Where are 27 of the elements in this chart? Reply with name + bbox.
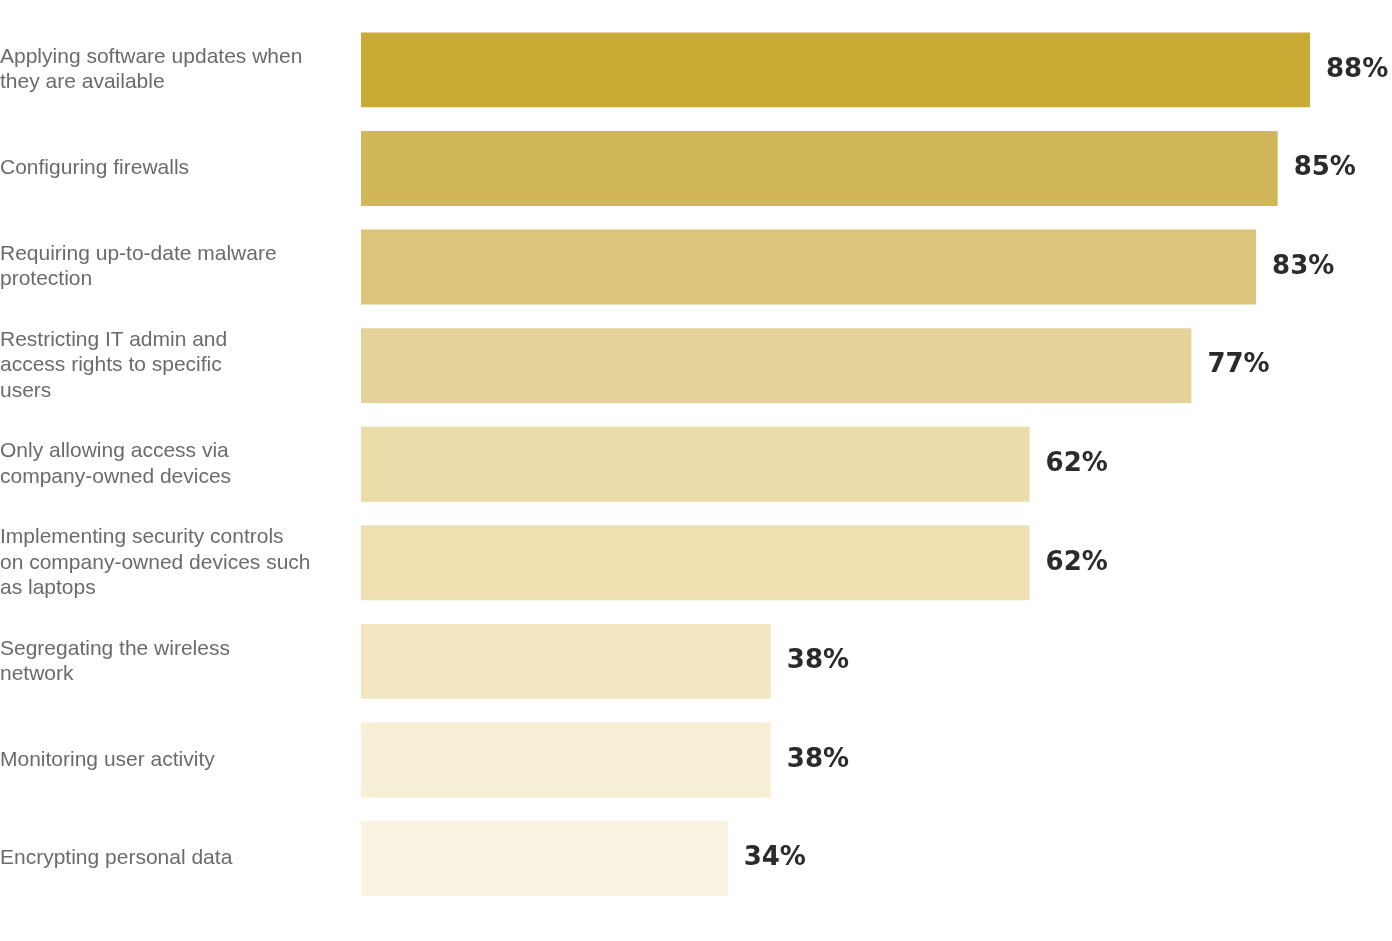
y-tick-label: Segregating the wireless network: [0, 635, 230, 684]
bar: [361, 722, 771, 798]
bar: [361, 328, 1192, 404]
data-label: 62%: [1045, 545, 1108, 576]
bar: [361, 525, 1030, 601]
data-label: 85%: [1293, 151, 1356, 182]
data-label: 38%: [786, 644, 850, 675]
bar: [361, 229, 1257, 305]
y-tick-label: Implementing security controls on company-owned devices such as laptops: [0, 524, 311, 598]
data-label: 77%: [1207, 348, 1270, 379]
bar: [361, 32, 1310, 108]
bar: [361, 821, 728, 896]
data-label: 88%: [1326, 52, 1389, 83]
y-tick-label: Only allowing access via company-owned devices: [0, 438, 232, 487]
data-label: 62%: [1045, 446, 1108, 477]
data-label: 34%: [743, 841, 806, 872]
y-tick-label: Requiring up-to-date malware protection: [0, 241, 277, 290]
y-tick-label: Monitoring user activity: [0, 746, 216, 770]
y-tick-label: Encrypting personal data: [0, 845, 233, 869]
y-tick-label: Restricting IT admin and access rights to specific users: [0, 327, 228, 401]
data-label: 38%: [786, 742, 850, 773]
bar: [361, 131, 1278, 206]
data-label: 83%: [1272, 249, 1335, 280]
bar: [361, 426, 1030, 502]
y-tick-label: Configuring firewalls: [0, 155, 190, 179]
bar: [361, 623, 771, 699]
y-tick-label: Applying software updates when they are available: [0, 44, 303, 93]
